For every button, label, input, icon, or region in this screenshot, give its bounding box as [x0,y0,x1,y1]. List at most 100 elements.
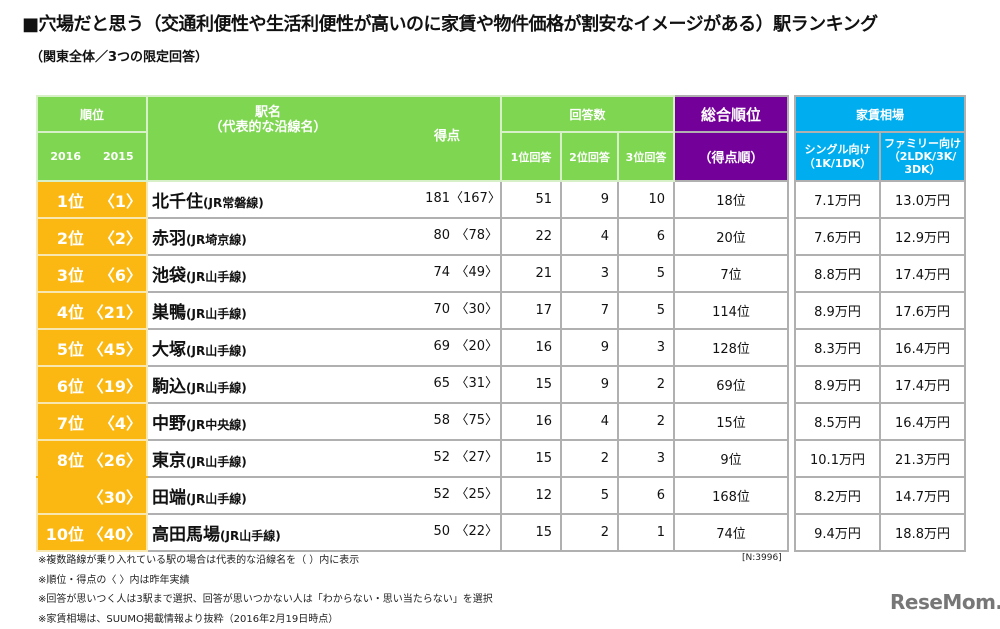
station-line: (JR山手線) [186,307,247,321]
rank-2016: 7位 [56,413,84,433]
station-name: 中野 [152,414,186,434]
answers-3rd: 3 [617,328,675,367]
header-ans3: 3位回答 [617,131,675,182]
score: 52 [433,487,450,502]
station-name: 高田馬場 [152,525,220,545]
station-line: (JR山手線) [186,381,247,395]
table-row: 8位 〈26〉 東京(JR山手線) 52 〈27〉 15 2 3 9位 [36,439,789,478]
answers-2nd: 7 [560,291,619,330]
header-family-line3: 3DK） [904,163,941,176]
rank-2015: 〈21〉 [87,302,142,322]
answers-2nd: 5 [560,476,619,515]
rent-row: 8.8万円 17.4万円 [794,254,967,293]
answers-3rd: 5 [617,291,675,330]
score-prev: 〈31〉 [455,376,498,391]
answers-3rd: 2 [617,365,675,404]
header-year-2016: 2016 [50,150,81,163]
station-cell: 中野(JR中央線) 58 〈75〉 [146,402,502,441]
rent-single: 10.1万円 [794,439,881,478]
resemom-logo: ReseMom. [890,590,1000,614]
header-ans1: 1位回答 [500,131,562,182]
score-prev: 〈78〉 [455,228,498,243]
rank-2015: 〈26〉 [87,450,142,470]
score: 50 [433,524,450,539]
rank-cell: 〈30〉 [36,476,148,515]
score: 80 [433,228,450,243]
rent-family: 14.7万円 [878,476,967,515]
table-row: 5位 〈45〉 大塚(JR山手線) 69 〈20〉 16 9 3 128位 [36,328,789,367]
station-name: 北千住 [152,192,203,212]
rank-2016: 8位 [56,450,84,470]
rank-2015: 〈6〉 [98,265,142,285]
answers-1st: 15 [500,513,562,552]
rank-2015: 〈45〉 [87,339,142,359]
station-name: 東京 [152,451,186,471]
answers-1st: 15 [500,439,562,478]
header-rent: 家賃相場 [793,95,967,133]
answers-1st: 22 [500,217,562,256]
rent-table: 家賃相場 シングル向け （1K/1DK） ファミリー向け （2LDK/3K/ 3… [793,95,967,552]
rent-row: 7.6万円 12.9万円 [794,217,967,256]
station-line: (JR埼京線) [186,233,247,247]
overall-rank: 128位 [673,328,789,367]
score-prev: 〈27〉 [455,450,498,465]
overall-rank: 18位 [673,180,789,219]
table-row: 3位 〈6〉 池袋(JR山手線) 74 〈49〉 21 3 5 7位 [36,254,789,293]
rent-single: 7.6万円 [794,217,881,256]
answers-3rd: 1 [617,513,675,552]
rent-family: 12.9万円 [878,217,967,256]
table-row: 2位 〈2〉 赤羽(JR埼京線) 80 〈78〉 22 4 6 20位 [36,217,789,256]
answers-3rd: 5 [617,254,675,293]
rent-row: 8.5万円 16.4万円 [794,402,967,441]
rent-single: 8.3万円 [794,328,881,367]
rank-2015: 〈19〉 [87,376,142,396]
header-station-label: 駅名 [254,105,281,120]
rent-family: 17.4万円 [878,254,967,293]
rent-family: 18.8万円 [878,513,967,552]
answers-3rd: 2 [617,402,675,441]
rent-single: 8.9万円 [794,291,881,330]
rent-single: 9.4万円 [794,513,881,552]
score-prev: 〈30〉 [455,302,498,317]
rent-single: 8.9万円 [794,365,881,404]
answers-1st: 16 [500,328,562,367]
answers-2nd: 9 [560,328,619,367]
answers-2nd: 4 [560,402,619,441]
rank-cell: 2位 〈2〉 [36,217,148,256]
rank-2016: 5位 [56,339,84,359]
header-overall: 総合順位 [673,95,789,133]
station-cell: 東京(JR山手線) 52 〈27〉 [146,439,502,478]
footnotes: ※複数路線が乗り入れている駅の場合は代表的な沿線名を（ ）内に表示 ※順位・得点… [38,551,493,629]
table-row: 〈30〉 田端(JR山手線) 52 〈25〉 12 5 6 168位 [36,476,789,515]
header-ans2: 2位回答 [560,131,619,182]
footnote: ※回答が思いつく人は3駅まで選択、回答が思いつかない人は「わからない・思い当たら… [38,594,493,605]
header-station-sub: （代表的な沿線名） [209,120,327,135]
station-cell: 赤羽(JR埼京線) 80 〈78〉 [146,217,502,256]
table-row: 1位 〈1〉 北千住(JR常磐線) 181〈167〉 51 9 10 18位 [36,180,789,219]
rent-single: 8.2万円 [794,476,881,515]
answers-1st: 15 [500,365,562,404]
answers-2nd: 9 [560,180,619,219]
station-line: (JR山手線) [186,492,247,506]
answers-3rd: 3 [617,439,675,478]
station-name: 駒込 [152,377,186,397]
station-cell: 北千住(JR常磐線) 181〈167〉 [146,180,502,219]
station-name: 大塚 [152,340,186,360]
score: 181 [425,191,450,206]
score-prev: 〈25〉 [455,487,498,502]
table-row: 10位 〈40〉 高田馬場(JR山手線) 50 〈22〉 15 2 1 74位 [36,513,789,552]
answers-1st: 21 [500,254,562,293]
answers-1st: 12 [500,476,562,515]
score: 70 [433,302,450,317]
rank-2015: 〈30〉 [87,487,142,507]
answers-2nd: 2 [560,439,619,478]
station-cell: 田端(JR山手線) 52 〈25〉 [146,476,502,515]
header-family-line2: （2LDK/3K/ [888,150,957,163]
score-prev: 〈22〉 [455,524,498,539]
rank-2016: 6位 [56,376,84,396]
overall-rank: 7位 [673,254,789,293]
station-name: 巣鴨 [152,303,186,323]
header-years: 2016 2015 [36,131,148,182]
rank-2015: 〈2〉 [98,228,142,248]
rank-2015: 〈40〉 [87,524,142,544]
